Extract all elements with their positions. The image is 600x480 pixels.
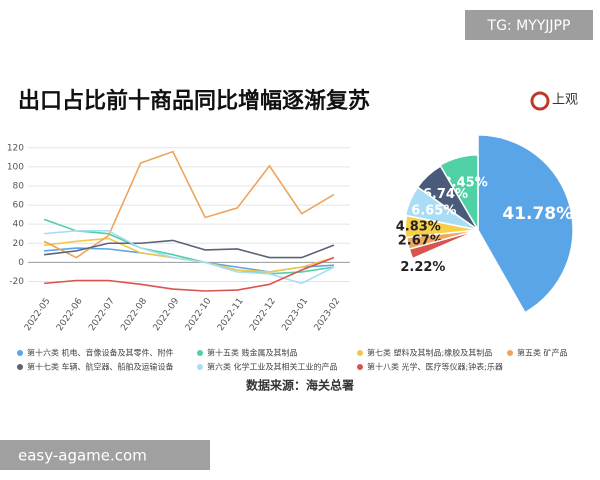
legend-marker xyxy=(17,364,23,370)
legend-label: 第七类 塑料及其制品;橡胶及其制品 xyxy=(367,348,492,358)
title: 出口占比前十商品同比增幅逐渐复苏 xyxy=(18,88,370,114)
legend-label: 第十五类 贱金属及其制品 xyxy=(207,348,298,358)
pie-slice xyxy=(408,229,479,260)
pie-label: 41.78% xyxy=(502,204,573,224)
logo-icon xyxy=(530,91,550,111)
y-tick-label: 0 xyxy=(18,258,24,268)
source: 数据来源：海关总署 xyxy=(246,378,354,393)
legend-label: 第六类 化学工业及其相关工业的产品 xyxy=(207,362,338,372)
y-tick-label: -20 xyxy=(9,277,24,287)
pie-slice xyxy=(438,154,479,233)
legend-marker xyxy=(357,350,363,356)
y-tick-label: 60 xyxy=(13,201,25,211)
y-tick-label: 120 xyxy=(7,143,24,153)
watermark-box xyxy=(465,10,593,40)
legend-label: 第十八类 光学、医疗等仪器;钟表;乐器 xyxy=(367,362,503,372)
pie-slice xyxy=(404,214,479,239)
legend-marker xyxy=(197,350,203,356)
line-series xyxy=(44,256,335,292)
pie-label: 4.83% xyxy=(396,220,441,235)
legend-label: 第十七类 车辆、航空器、船舶及运输设备 xyxy=(27,362,174,372)
legend-label: 第五类 矿产品 xyxy=(517,348,568,358)
logo: 上观 xyxy=(552,93,578,108)
legend-marker xyxy=(507,350,513,356)
line-series xyxy=(43,218,335,275)
legend-marker xyxy=(357,364,363,370)
legend-label: 第十六类 机电、音像设备及其零件、附件 xyxy=(27,348,174,358)
watermark: TG: MYYJJPP xyxy=(487,18,571,34)
line-series xyxy=(44,239,335,259)
pie-slice xyxy=(477,134,574,314)
pie-slice xyxy=(404,186,479,231)
legend-marker xyxy=(17,350,23,356)
footer-box xyxy=(0,440,210,470)
legend-marker xyxy=(197,364,203,370)
pie-label: 8.45% xyxy=(443,175,488,190)
y-tick-label: 40 xyxy=(13,220,25,230)
y-tick-label: 100 xyxy=(7,162,24,172)
y-tick-label: 20 xyxy=(13,239,25,249)
line-series xyxy=(44,230,335,285)
pie-label: 2.22% xyxy=(400,260,445,275)
pie-label: 6.65% xyxy=(411,203,456,218)
y-tick-label: 80 xyxy=(13,181,25,191)
footer: easy-agame.com xyxy=(18,447,147,465)
